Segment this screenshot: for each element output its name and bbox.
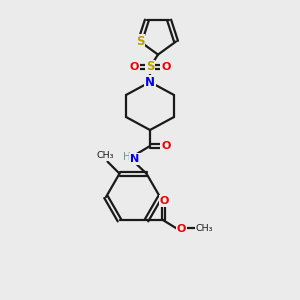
- Text: O: O: [129, 62, 139, 72]
- Text: CH₃: CH₃: [196, 224, 213, 233]
- Text: CH₃: CH₃: [97, 151, 114, 160]
- Text: O: O: [161, 141, 171, 151]
- Text: O: O: [160, 196, 169, 206]
- Text: N: N: [130, 154, 140, 164]
- Text: O: O: [161, 62, 171, 72]
- Text: S: S: [146, 61, 154, 74]
- Text: H: H: [123, 152, 131, 162]
- Text: S: S: [136, 35, 144, 48]
- Text: N: N: [145, 76, 155, 88]
- Text: O: O: [177, 224, 186, 234]
